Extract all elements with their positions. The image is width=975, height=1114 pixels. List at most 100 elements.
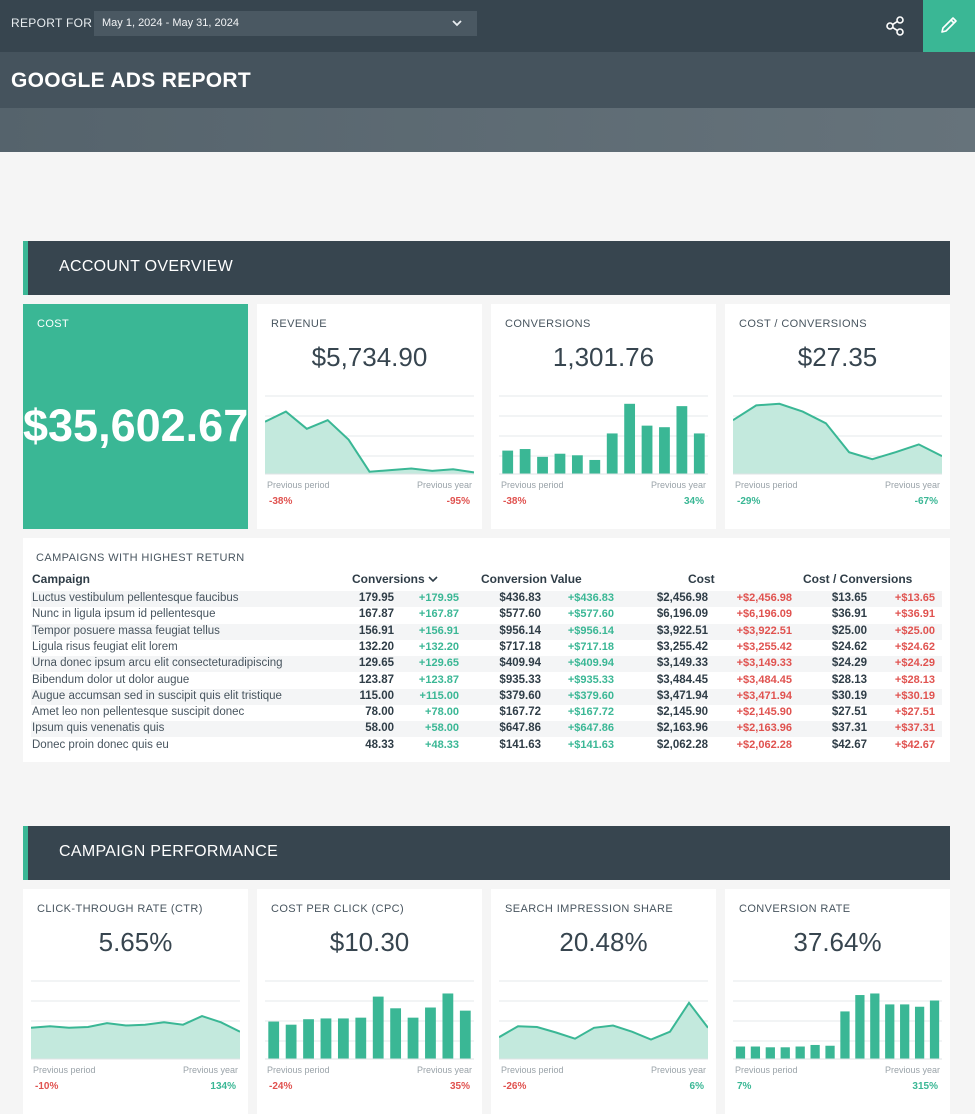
cell-cost-per-conversion: $24.29 [831, 657, 867, 670]
chart-bar [825, 1045, 835, 1059]
section-header-account-overview: ACCOUNT OVERVIEW [23, 241, 950, 295]
conversion-rate-card: CONVERSION RATE 37.64% Previous period P… [725, 889, 950, 1114]
conversions-card: CONVERSIONS 1,301.76 Previous period Pre… [491, 304, 716, 529]
column-header-campaign[interactable]: Campaign [32, 572, 91, 586]
chart-area [499, 1002, 708, 1059]
cell-cost-per-conversion-change: +$24.29 [894, 657, 935, 670]
share-icon[interactable] [882, 13, 908, 39]
campaign-name: Luctus vestibulum pellentesque faucibus [32, 592, 239, 604]
cell-cost-per-conversion-change: +$37.31 [894, 722, 935, 735]
card-label: CONVERSION RATE [739, 903, 851, 915]
chart-bar [502, 450, 514, 474]
previous-period-change: 7% [737, 1081, 752, 1092]
conversions-chart [499, 395, 708, 475]
chart-bar [268, 1021, 280, 1059]
chart-bar [840, 1011, 850, 1059]
table-row: Nunc in ligula ipsum id pellentesque 167.… [31, 607, 942, 623]
cpc-card: COST PER CLICK (CPC) $10.30 Previous per… [257, 889, 482, 1114]
previous-year-label: Previous year [650, 480, 706, 490]
previous-year-change: 134% [210, 1081, 236, 1092]
card-value: $35,602.67 [23, 400, 249, 451]
cell-conversion-value: $935.33 [499, 673, 541, 686]
chart-area [265, 411, 474, 474]
report-title-bar: GOOGLE ADS REPORT [0, 52, 975, 108]
previous-period-label: Previous period [267, 1065, 330, 1075]
column-header-cost-per-conversion[interactable]: Cost / Conversions [803, 572, 913, 586]
previous-year-label: Previous year [884, 480, 940, 490]
previous-period-change: -26% [503, 1081, 527, 1092]
card-value: 5.65% [98, 927, 173, 957]
cell-cost: $2,163.96 [656, 722, 708, 735]
cell-conversion-value-change: +$141.63 [567, 738, 614, 751]
chart-bar [870, 993, 880, 1059]
cell-conversions-change: +78.00 [425, 706, 459, 719]
card-label: CLICK-THROUGH RATE (CTR) [37, 903, 203, 915]
cell-conversions-change: +132.20 [418, 640, 459, 653]
cell-cost-change: +$3,484.45 [736, 673, 792, 686]
previous-period-change: -38% [269, 496, 293, 507]
edit-button[interactable] [923, 0, 975, 52]
previous-year-change: -95% [446, 496, 470, 507]
cell-conversion-value-change: +$647.86 [567, 722, 614, 735]
revenue-card: REVENUE $5,734.90 Previous period Previo… [257, 304, 482, 529]
cell-cost: $3,149.33 [656, 657, 708, 670]
card-label: REVENUE [271, 318, 327, 330]
chart-bar [810, 1044, 820, 1059]
cell-cost-per-conversion: $42.67 [831, 738, 867, 751]
chart-bar [571, 455, 583, 474]
cell-cost-per-conversion: $27.51 [831, 706, 867, 719]
report-title: GOOGLE ADS REPORT [11, 69, 252, 92]
cell-cost-change: +$2,145.90 [736, 706, 792, 719]
cell-conversions-change: +123.87 [418, 673, 459, 686]
cell-cost-per-conversion-change: +$27.51 [894, 706, 935, 719]
chart-bar [442, 993, 454, 1059]
card-value: 37.64% [793, 927, 882, 957]
cell-conversions-change: +58.00 [425, 722, 459, 735]
previous-year-label: Previous year [182, 1065, 238, 1075]
cell-cost-change: +$6,196.09 [736, 608, 792, 621]
chart-bar [659, 427, 670, 474]
chart-bar [855, 995, 865, 1059]
conversion-rate-chart [733, 980, 942, 1060]
table-row: Bibendum dolor ut dolor augue 123.87 +123.… [31, 673, 942, 689]
chart-bar [372, 996, 384, 1059]
cell-cost-per-conversion-change: +$25.00 [894, 624, 935, 637]
cell-cost-change: +$2,163.96 [736, 722, 792, 735]
cell-conversions: 179.95 [358, 592, 394, 604]
chart-bar [390, 1008, 402, 1059]
cell-cost-per-conversion: $37.31 [831, 722, 867, 735]
cell-cost-per-conversion: $28.13 [831, 673, 867, 686]
cell-cost-per-conversion: $13.65 [831, 592, 867, 604]
chart-bar [606, 433, 618, 474]
sort-desc-icon [428, 576, 438, 583]
previous-year-change: 315% [912, 1081, 938, 1092]
chart-bar [641, 425, 653, 474]
column-header-conversion-value[interactable]: Conversion Value [481, 572, 582, 586]
pencil-icon [941, 17, 957, 33]
cell-cost-per-conversion: $36.91 [831, 608, 867, 621]
previous-year-label: Previous year [416, 480, 472, 490]
chart-bar [407, 1017, 419, 1059]
previous-period-change: -24% [269, 1081, 293, 1092]
campaign-name: Tempor posuere massa feugiat tellus [32, 624, 220, 637]
chart-bar [900, 1004, 910, 1059]
cell-cost-per-conversion-change: +$13.65 [894, 592, 935, 604]
chart-bar [624, 403, 636, 474]
chart-bar [554, 453, 566, 474]
cell-cost: $3,255.42 [656, 640, 708, 653]
previous-period-change: -29% [737, 496, 761, 507]
date-range-select[interactable]: May 1, 2024 - May 31, 2024 [94, 11, 477, 36]
cell-cost-per-conversion-change: +$28.13 [894, 673, 935, 686]
previous-period-label: Previous period [267, 480, 330, 490]
card-value: $10.30 [329, 927, 410, 957]
column-header-cost[interactable]: Cost [688, 572, 715, 586]
section-title: ACCOUNT OVERVIEW [59, 258, 234, 275]
cell-cost: $2,062.28 [656, 738, 708, 751]
card-value: $27.35 [797, 342, 878, 372]
column-header-conversions[interactable]: Conversions [352, 572, 438, 586]
cell-conversions-change: +129.65 [418, 657, 459, 670]
header-banner [0, 108, 975, 152]
chart-bar [735, 1046, 746, 1059]
cell-cost-change: +$2,062.28 [736, 738, 792, 751]
campaign-name: Urna donec ipsum arcu elit consecteturad… [32, 657, 283, 670]
